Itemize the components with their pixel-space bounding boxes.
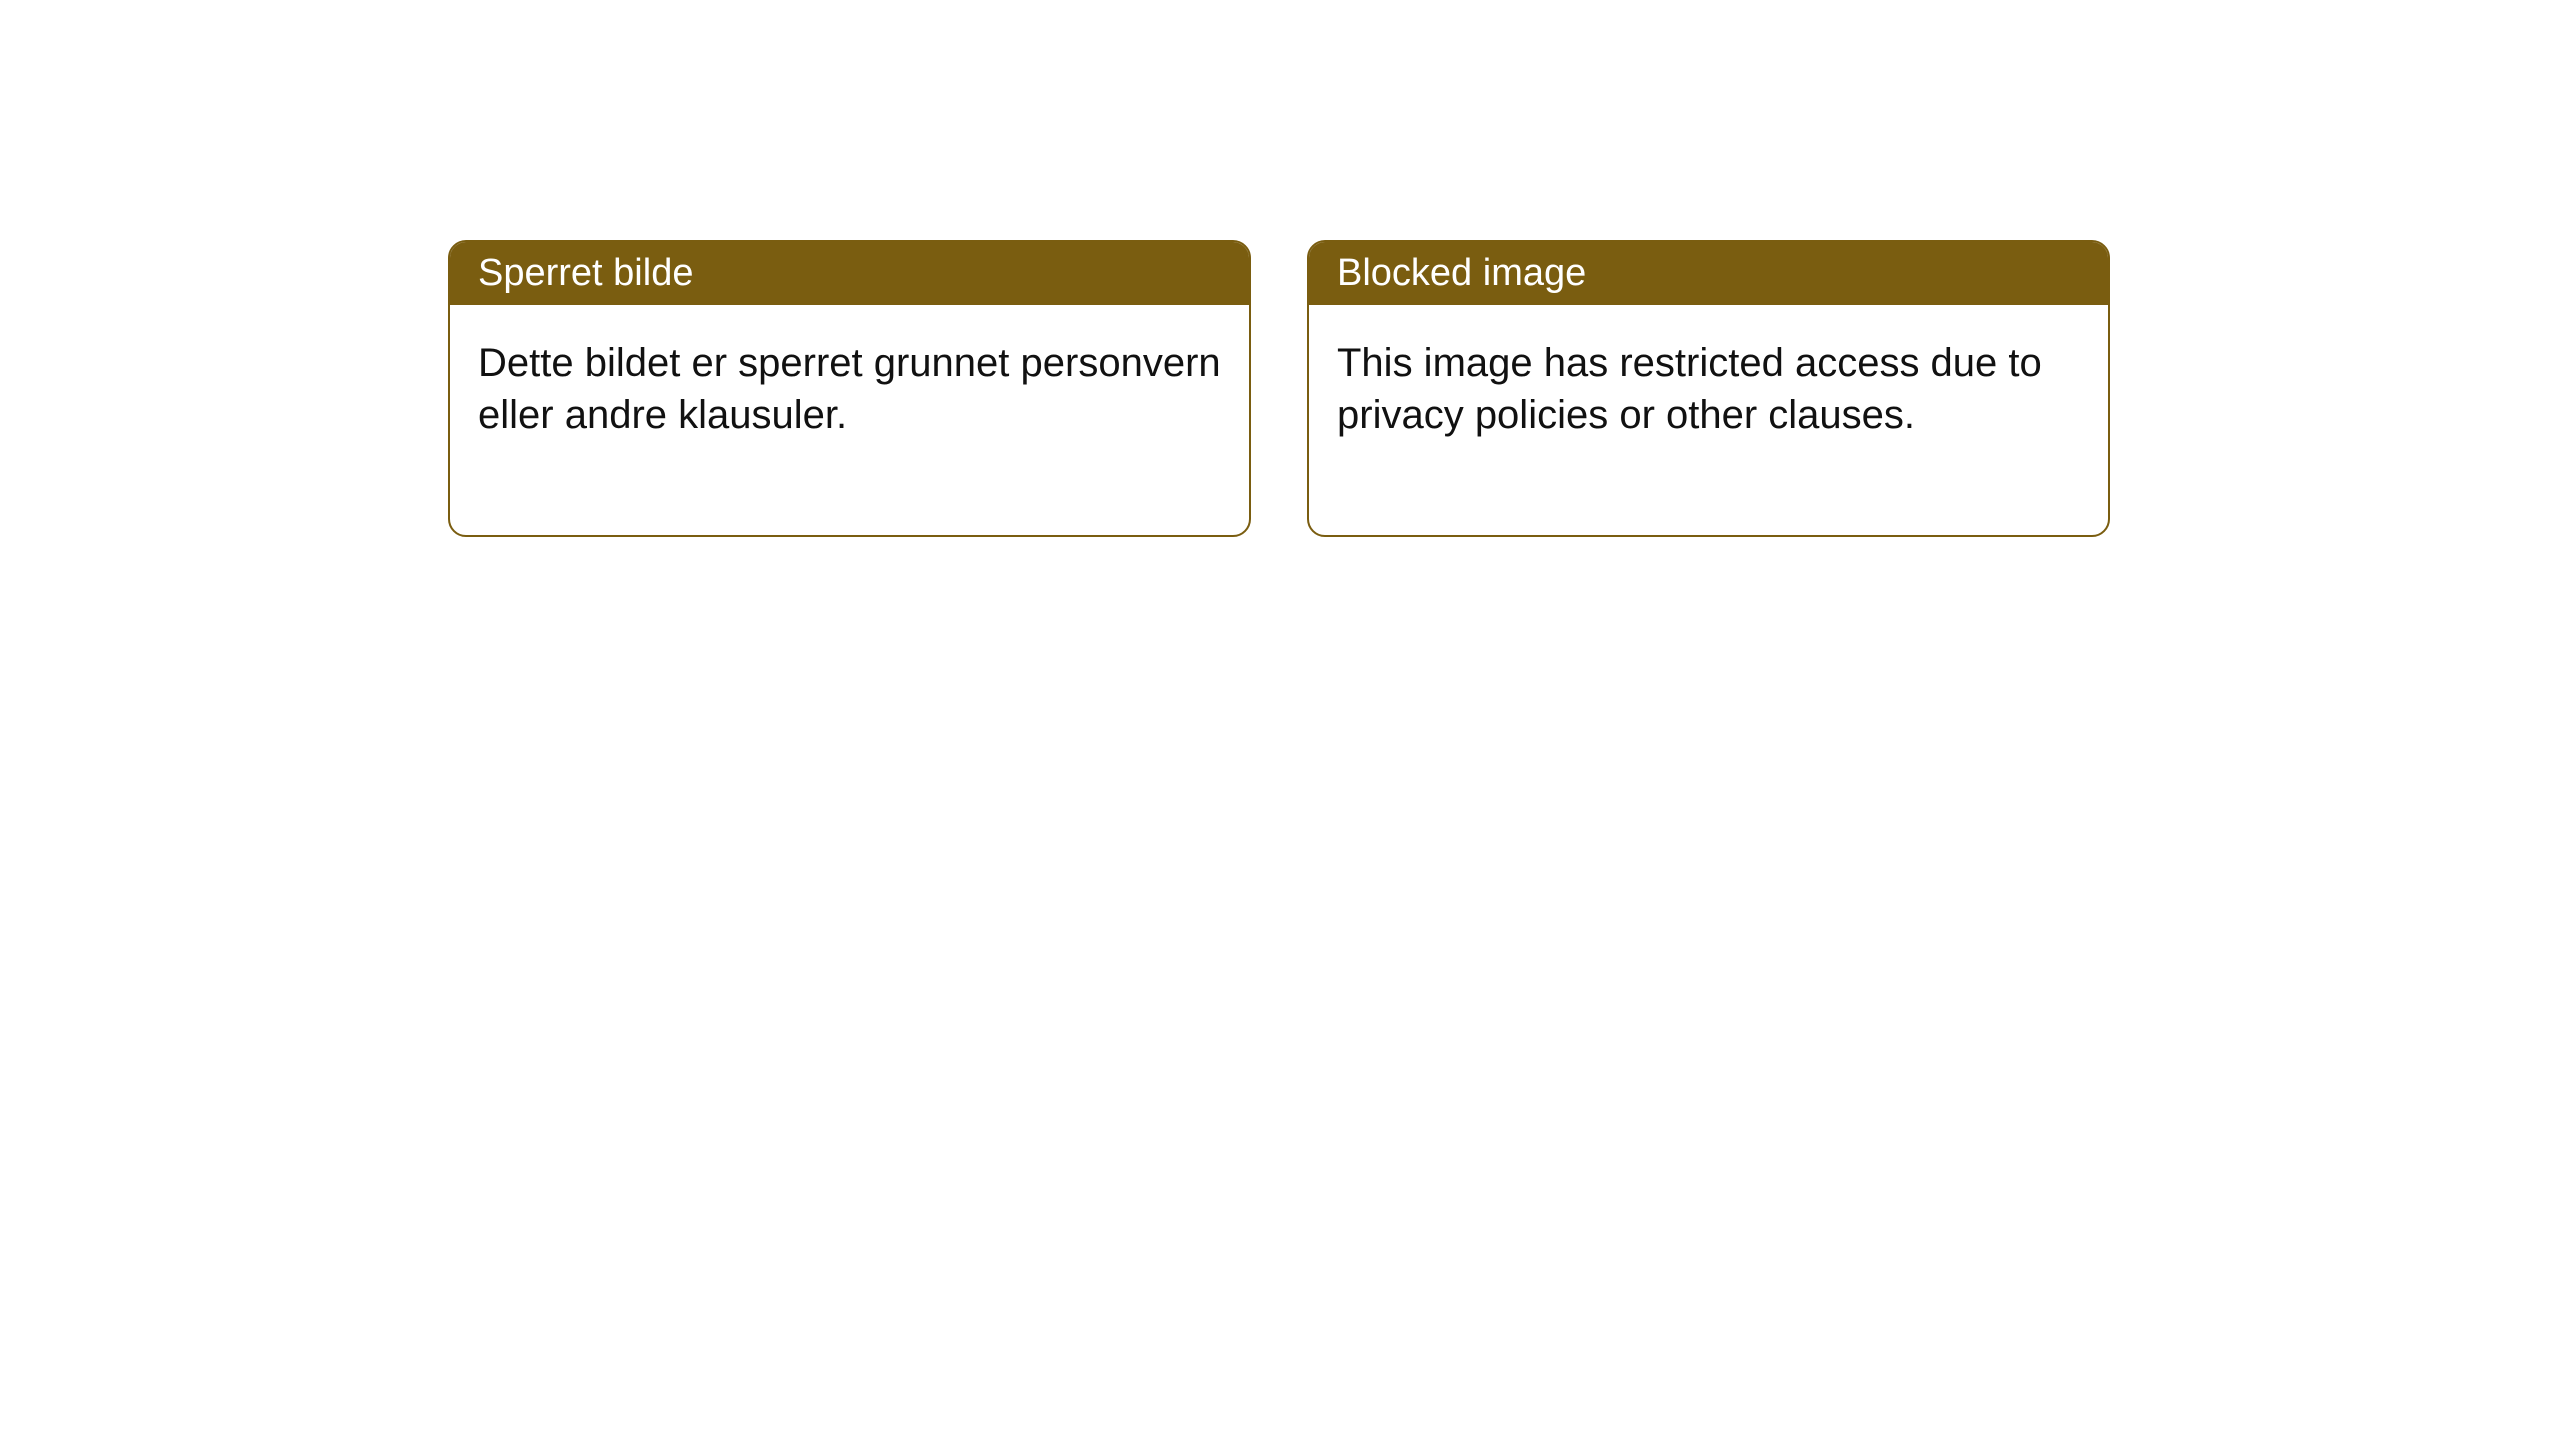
notice-header: Sperret bilde xyxy=(450,242,1249,305)
notice-body-text: This image has restricted access due to … xyxy=(1337,341,2042,437)
notice-header-text: Blocked image xyxy=(1337,252,1586,294)
notice-container: Sperret bilde Dette bildet er sperret gr… xyxy=(448,240,2110,537)
notice-card-norwegian: Sperret bilde Dette bildet er sperret gr… xyxy=(448,240,1251,537)
notice-card-english: Blocked image This image has restricted … xyxy=(1307,240,2110,537)
notice-header-text: Sperret bilde xyxy=(478,252,693,294)
notice-header: Blocked image xyxy=(1309,242,2108,305)
notice-body: Dette bildet er sperret grunnet personve… xyxy=(450,305,1249,535)
notice-body: This image has restricted access due to … xyxy=(1309,305,2108,535)
notice-body-text: Dette bildet er sperret grunnet personve… xyxy=(478,341,1221,437)
